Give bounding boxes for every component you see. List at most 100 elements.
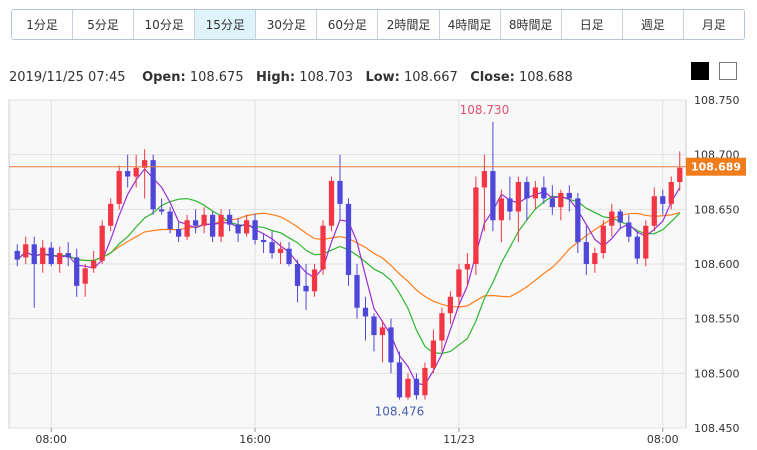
candle-body [532, 187, 538, 199]
candle-body [57, 253, 63, 264]
candle-body [634, 236, 640, 259]
candle-body [159, 209, 165, 212]
candle-body [490, 171, 496, 221]
light-theme-button[interactable] [719, 62, 737, 80]
candle-body [575, 198, 581, 243]
y-tick-label: 108.550 [694, 313, 740, 326]
candle-body [651, 196, 657, 226]
candle-body [439, 313, 445, 341]
candle-body [209, 214, 216, 237]
candle-body [99, 225, 105, 261]
candle-body [82, 268, 88, 284]
x-tick-label: 08:00 [35, 433, 67, 446]
x-tick-label: 08:00 [647, 433, 679, 446]
candle-body [660, 196, 666, 204]
low-annotation: 108.476 [375, 405, 425, 419]
y-tick-label: 108.500 [694, 367, 740, 380]
candle-body [549, 198, 555, 208]
candle-body [48, 247, 54, 264]
timeframe-tab[interactable]: 15分足 [195, 10, 257, 39]
candle-body [125, 171, 131, 177]
candle-body [498, 198, 505, 221]
candle-body [31, 244, 37, 264]
candle-body [294, 264, 301, 286]
candle-body [328, 180, 335, 226]
candle-body [583, 242, 589, 264]
candle-body [600, 225, 606, 254]
timeframe-tab[interactable]: 10分足 [134, 10, 196, 39]
candle-body [40, 247, 46, 264]
x-tick-label: 16:00 [239, 433, 271, 446]
candle-body [91, 260, 97, 269]
timeframe-tab[interactable]: 日足 [561, 10, 623, 39]
timeframe-tab[interactable]: 週足 [622, 10, 684, 39]
candle-body [379, 327, 386, 336]
candle-body [303, 285, 309, 292]
y-tick-label: 108.600 [694, 258, 740, 271]
candle-body [108, 203, 114, 226]
open-label: Open: [142, 70, 186, 85]
timeframe-tab[interactable]: 2時間足 [378, 10, 440, 39]
candle-body [507, 198, 513, 212]
candle-body [677, 167, 683, 182]
candle-body [643, 225, 649, 259]
candle-body [626, 222, 632, 237]
candle-body [362, 307, 369, 317]
current-price-tag [686, 157, 746, 176]
timeframe-tab[interactable]: 8時間足 [500, 10, 562, 39]
candle-body [481, 171, 488, 188]
y-tick-label: 108.650 [694, 203, 740, 216]
candle-body [617, 211, 623, 223]
x-tick-label: 11/23 [443, 433, 475, 446]
candle-body [515, 182, 522, 212]
timeframe-tab[interactable]: 4時間足 [439, 10, 501, 39]
candle-body [184, 220, 190, 237]
candle-body [14, 250, 20, 260]
close-value: 108.688 [519, 70, 573, 85]
candle-body [396, 362, 403, 398]
candle-body [167, 211, 173, 230]
high-value: 108.703 [299, 70, 354, 85]
candle-body [592, 253, 598, 264]
candle-body [286, 248, 292, 264]
candle-body [320, 225, 326, 270]
low-value: 108.667 [404, 70, 458, 85]
y-tick-label: 108.750 [694, 94, 740, 107]
current-price-label: 108.689 [691, 161, 741, 174]
candle-body [226, 214, 233, 225]
candle-body [558, 192, 564, 208]
candle-body [133, 167, 139, 177]
timeframe-tab[interactable]: 月足 [683, 10, 744, 39]
timeframe-tab[interactable]: 5分足 [73, 10, 135, 39]
candle-body [260, 239, 267, 243]
dark-theme-button[interactable] [691, 62, 709, 80]
candle-body [354, 274, 360, 308]
candle-body [456, 269, 462, 297]
candle-body [116, 171, 122, 204]
candle-body [447, 296, 454, 314]
candle-body [668, 182, 674, 204]
candle-body [371, 316, 377, 336]
candle-body [23, 244, 29, 258]
candle-body [74, 257, 80, 286]
high-label: High: [256, 70, 296, 85]
candle-body [413, 378, 420, 396]
timeframe-tab[interactable]: 1分足 [12, 10, 74, 39]
candle-body [566, 192, 572, 199]
candle-body [201, 214, 207, 226]
candle-body [388, 327, 394, 363]
timeframe-tab[interactable]: 30分足 [256, 10, 318, 39]
candle-body [218, 214, 224, 237]
candle-body [609, 211, 615, 226]
candle-body [142, 160, 148, 168]
close-label: Close: [470, 70, 515, 85]
candle-body [252, 220, 258, 240]
candle-body [430, 340, 437, 368]
candle-body [277, 248, 284, 254]
candle-body [175, 229, 182, 237]
candle-body [405, 378, 411, 398]
candle-body [422, 367, 428, 396]
timeframe-tab[interactable]: 60分足 [317, 10, 379, 39]
low-label: Low: [365, 70, 400, 85]
